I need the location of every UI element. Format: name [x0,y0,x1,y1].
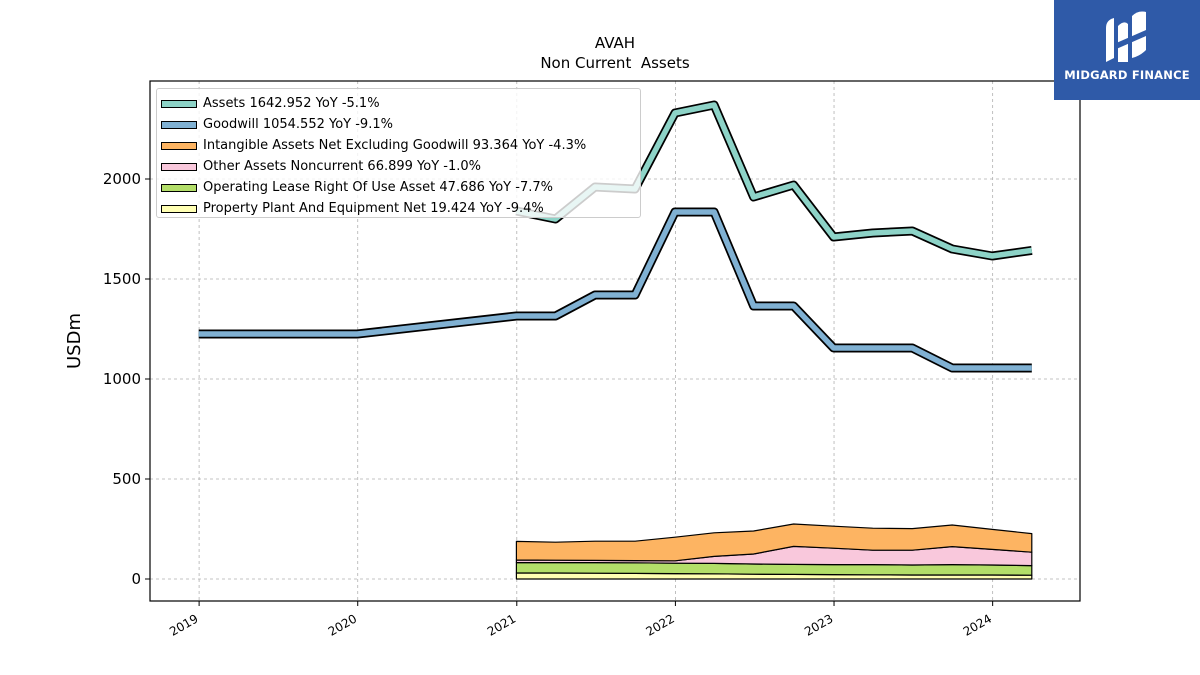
chart-subtitle: Non Current Assets [540,54,690,72]
y-tick-label: 500 [112,470,141,488]
y-tick-label: 0 [131,570,141,588]
legend: Assets 1642.952 YoY -5.1% Goodwill 1054.… [156,88,641,218]
y-tick-label: 1000 [103,370,141,388]
series-line [198,209,1032,371]
legend-label: Property Plant And Equipment Net 19.424 … [203,201,544,216]
legend-swatch [161,141,197,150]
legend-item: Intangible Assets Net Excluding Goodwill… [159,135,640,156]
x-tick-label: 2021 [485,611,518,638]
x-tick-label: 2023 [802,611,835,638]
legend-item: Other Assets Noncurrent 66.899 YoY -1.0% [159,156,640,177]
legend-item: Assets 1642.952 YoY -5.1% [159,93,640,114]
x-tick-label: 2020 [326,611,359,638]
plot-frame [149,80,1081,602]
legend-swatch [161,120,197,129]
legend-swatch [161,204,197,213]
axis-layer: 0 500 1000 1500 2000 2019 2020 2021 2022 2023 2024 [103,170,994,639]
logo-text: MIDGARD FINANCE [1064,68,1190,82]
brand-logo: MIDGARD FINANCE [1054,0,1200,100]
legend-label: Other Assets Noncurrent 66.899 YoY -1.0% [203,159,482,174]
legend-label: Operating Lease Right Of Use Asset 47.68… [203,180,553,195]
y-axis-label: USDm [64,313,85,369]
area-layer [515,523,1033,580]
legend-swatch [161,162,197,171]
legend-item: Property Plant And Equipment Net 19.424 … [159,198,640,219]
logo-mark-icon [1106,11,1146,62]
legend-label: Goodwill 1054.552 YoY -9.1% [203,117,393,132]
y-tick-label: 1500 [103,270,141,288]
legend-swatch [161,99,197,108]
x-tick-label: 2022 [643,611,676,638]
x-tick-label: 2019 [167,611,200,638]
y-tick-label: 2000 [103,170,141,188]
legend-label: Assets 1642.952 YoY -5.1% [203,96,380,111]
area-series [515,523,1033,562]
chart-title: AVAH [595,34,635,52]
legend-label: Intangible Assets Net Excluding Goodwill… [203,138,587,153]
legend-item: Operating Lease Right Of Use Asset 47.68… [159,177,640,198]
x-tick-label: 2024 [961,611,994,638]
legend-item: Goodwill 1054.552 YoY -9.1% [159,114,640,135]
legend-swatch [161,183,197,192]
